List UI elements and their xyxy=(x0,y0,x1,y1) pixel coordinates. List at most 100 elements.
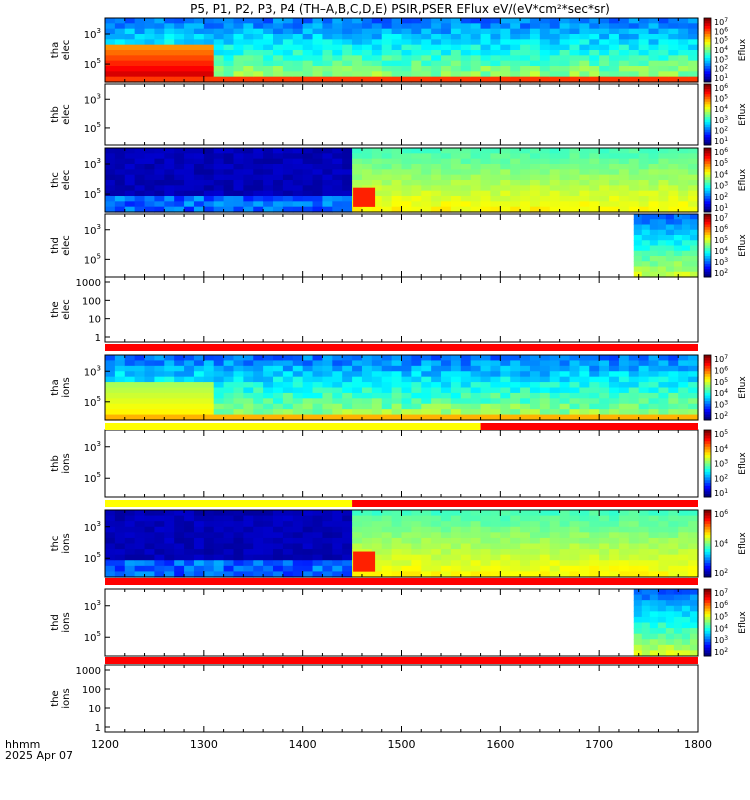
panel-label-species: ions xyxy=(61,377,72,397)
heat-cell xyxy=(658,549,669,556)
colorbar-tick-label: 106 xyxy=(714,147,728,157)
heat-cell xyxy=(184,554,195,561)
heat-cell xyxy=(649,240,659,247)
heat-cell xyxy=(450,158,462,165)
heat-cell xyxy=(401,196,412,202)
heat-cell xyxy=(599,387,610,394)
heat-cell xyxy=(559,23,571,30)
heat-cell xyxy=(243,23,254,30)
heat-cell xyxy=(441,549,452,556)
heat-cell xyxy=(689,271,699,278)
colorbar-swatch xyxy=(704,109,711,113)
heat-cell xyxy=(342,414,353,421)
heat-cell xyxy=(134,537,146,545)
heat-cell xyxy=(342,164,353,170)
heat-cell xyxy=(638,190,650,197)
heat-cell xyxy=(134,526,146,533)
heat-cell xyxy=(421,565,432,573)
heat-cell xyxy=(599,565,610,573)
heat-cell xyxy=(282,403,294,410)
heat-cell xyxy=(381,554,393,561)
heat-cell xyxy=(520,392,531,399)
heat-cell xyxy=(539,76,551,83)
heat-cell xyxy=(628,554,640,561)
heat-cell xyxy=(589,526,600,533)
heat-cell xyxy=(174,55,185,62)
heat-cell xyxy=(649,224,659,231)
heat-cell xyxy=(549,382,561,389)
heat-cell xyxy=(559,510,571,517)
x-tick-label: 1600 xyxy=(486,738,514,751)
heat-cell xyxy=(490,537,501,545)
heat-cell xyxy=(164,158,175,165)
heat-cell xyxy=(203,174,215,181)
heat-cell xyxy=(164,409,175,416)
heat-cell xyxy=(638,549,650,556)
heat-cell xyxy=(480,34,492,40)
heat-cell xyxy=(520,50,531,56)
heat-cell xyxy=(450,537,462,545)
heat-cell xyxy=(589,158,600,165)
heat-cell xyxy=(134,28,146,35)
heat-cell xyxy=(618,158,630,165)
heat-cell xyxy=(184,565,195,573)
heat-cell xyxy=(500,543,511,550)
heat-cell xyxy=(569,355,580,362)
x-tick-label: 1400 xyxy=(289,738,317,751)
heat-cell xyxy=(450,190,462,197)
heat-cell xyxy=(460,190,472,197)
heat-cell xyxy=(589,201,600,208)
heat-cell xyxy=(263,34,274,40)
heat-cell xyxy=(401,71,412,78)
colorbar-tick-exponent: 4 xyxy=(724,623,728,630)
heat-cell xyxy=(618,537,630,545)
heat-cell xyxy=(164,60,175,67)
heat-cell xyxy=(154,526,165,533)
heat-cell xyxy=(609,196,620,202)
heat-cell xyxy=(302,515,314,522)
heat-cell xyxy=(500,206,511,213)
heat-cell xyxy=(470,403,482,410)
heat-cell xyxy=(559,50,571,56)
colorbar-tick-label: 101 xyxy=(714,488,728,498)
colorbar-swatch xyxy=(704,60,711,64)
heat-cell xyxy=(539,543,551,550)
heat-cell xyxy=(648,185,660,192)
heat-cell xyxy=(312,164,324,170)
heat-cell xyxy=(342,532,353,539)
heat-cell xyxy=(144,549,156,556)
heat-cell xyxy=(529,543,541,550)
heat-cell xyxy=(263,382,274,389)
heat-cell xyxy=(520,382,531,389)
heat-cell xyxy=(529,148,541,154)
colorbar-tick-label: 106 xyxy=(714,365,728,375)
heat-cell xyxy=(549,50,561,56)
colorbar-tick-label: 102 xyxy=(714,473,728,483)
heat-cell xyxy=(441,414,452,421)
heat-cell xyxy=(648,371,660,378)
heat-cell xyxy=(609,360,620,367)
heat-cell xyxy=(223,376,235,383)
heat-cell xyxy=(371,18,383,24)
heat-cell xyxy=(233,66,244,72)
heat-cell xyxy=(609,549,620,556)
heat-cell xyxy=(352,537,363,545)
heat-cell xyxy=(510,201,521,208)
y-tick-label: 105 xyxy=(84,395,101,409)
colorbar-swatch xyxy=(704,55,711,59)
heat-cell xyxy=(401,549,412,556)
heat-cell xyxy=(144,543,156,550)
heat-cell xyxy=(352,28,363,35)
heat-cell xyxy=(460,174,472,181)
heat-cell xyxy=(460,554,472,561)
heat-cell xyxy=(559,18,571,24)
heat-cell xyxy=(638,403,650,410)
heat-cell xyxy=(332,398,343,405)
heat-cell xyxy=(312,565,324,573)
time-label-date: 2025 Apr 07 xyxy=(5,749,73,762)
heat-cell xyxy=(302,23,314,30)
heat-cell xyxy=(391,355,403,362)
colorbar-swatch xyxy=(704,355,711,359)
heat-cell xyxy=(431,190,442,197)
heat-cell xyxy=(124,50,136,56)
